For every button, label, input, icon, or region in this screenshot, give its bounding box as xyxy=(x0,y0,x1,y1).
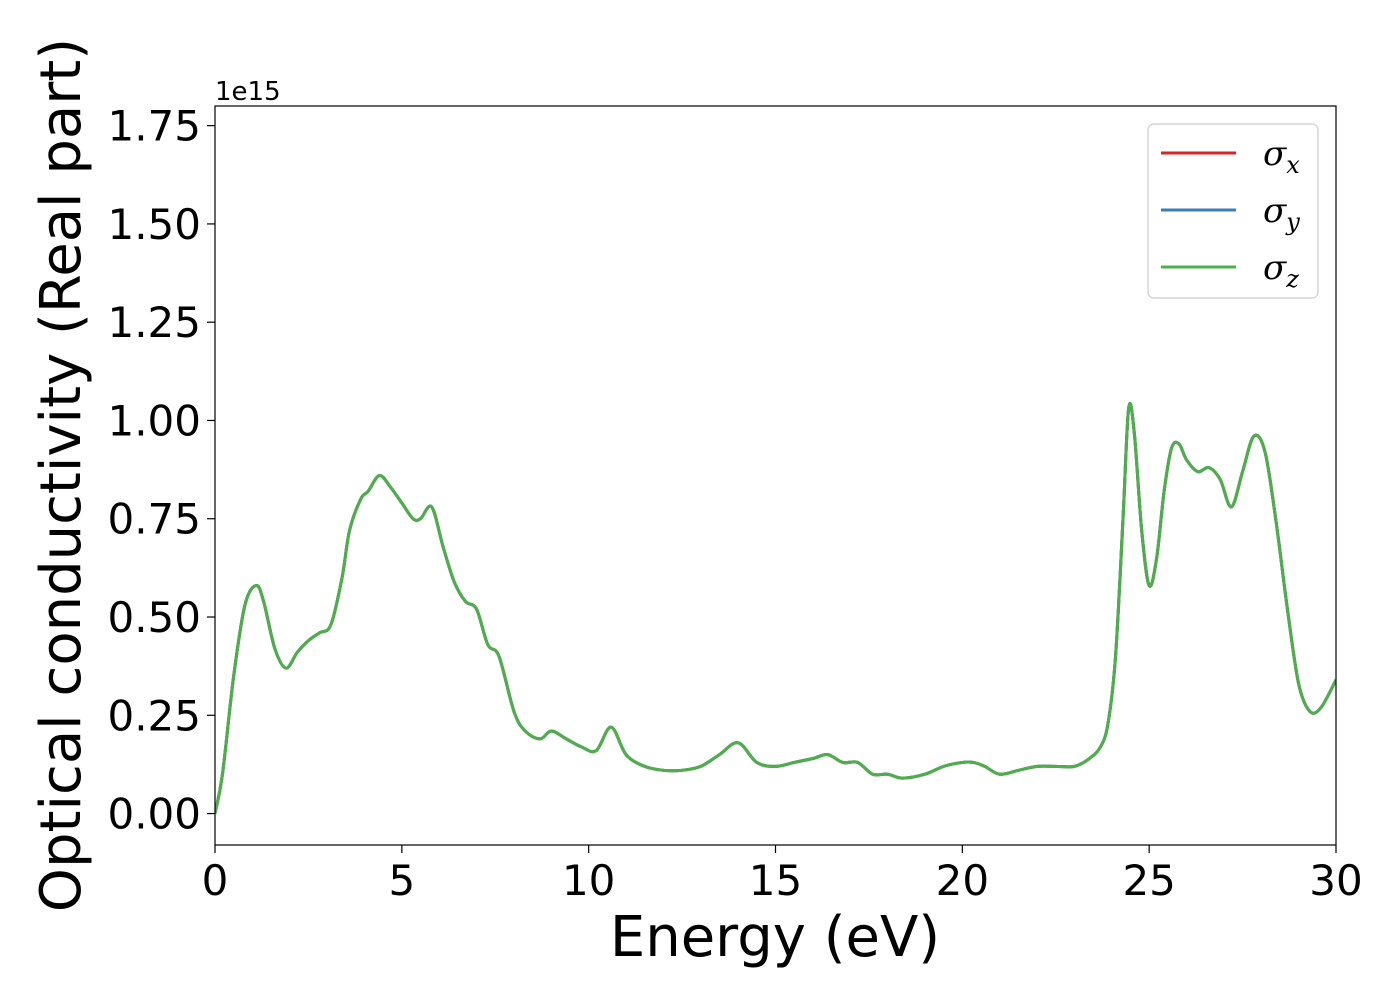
y-axis-title: Optical conductivity (Real part) xyxy=(29,38,94,912)
y-tick-label: 0.00 xyxy=(107,790,201,839)
x-tick-label: 0 xyxy=(202,856,229,905)
series-layer xyxy=(215,401,1336,814)
x-tick-label: 20 xyxy=(936,856,989,905)
x-axis: 0 5 10 15 20 25 30 xyxy=(202,845,1363,905)
x-tick-label: 5 xyxy=(388,856,415,905)
y-tick-label: 1.00 xyxy=(107,396,201,445)
legend-label-x: σx xyxy=(1263,134,1300,179)
series-line-z xyxy=(215,401,1336,814)
y-offset-label: 1e15 xyxy=(215,77,281,107)
x-tick-label: 10 xyxy=(562,856,615,905)
y-tick-label: 0.50 xyxy=(107,593,201,642)
legend-label-z: σz xyxy=(1263,248,1299,293)
x-tick-label: 25 xyxy=(1122,856,1175,905)
y-tick-label: 1.75 xyxy=(107,102,201,151)
legend: σx σy σz xyxy=(1147,123,1319,299)
x-axis-title: Energy (eV) xyxy=(610,905,940,970)
legend-label-y: σy xyxy=(1263,191,1300,236)
y-tick-label: 0.75 xyxy=(107,495,201,544)
y-tick-label: 0.25 xyxy=(107,691,201,740)
y-tick-label: 1.50 xyxy=(107,200,201,249)
x-tick-label: 15 xyxy=(749,856,802,905)
y-tick-label: 1.25 xyxy=(107,298,201,347)
y-axis: 0.00 0.25 0.50 0.75 1.00 1.25 1.50 1.75 xyxy=(107,102,215,839)
x-tick-label: 30 xyxy=(1309,856,1362,905)
